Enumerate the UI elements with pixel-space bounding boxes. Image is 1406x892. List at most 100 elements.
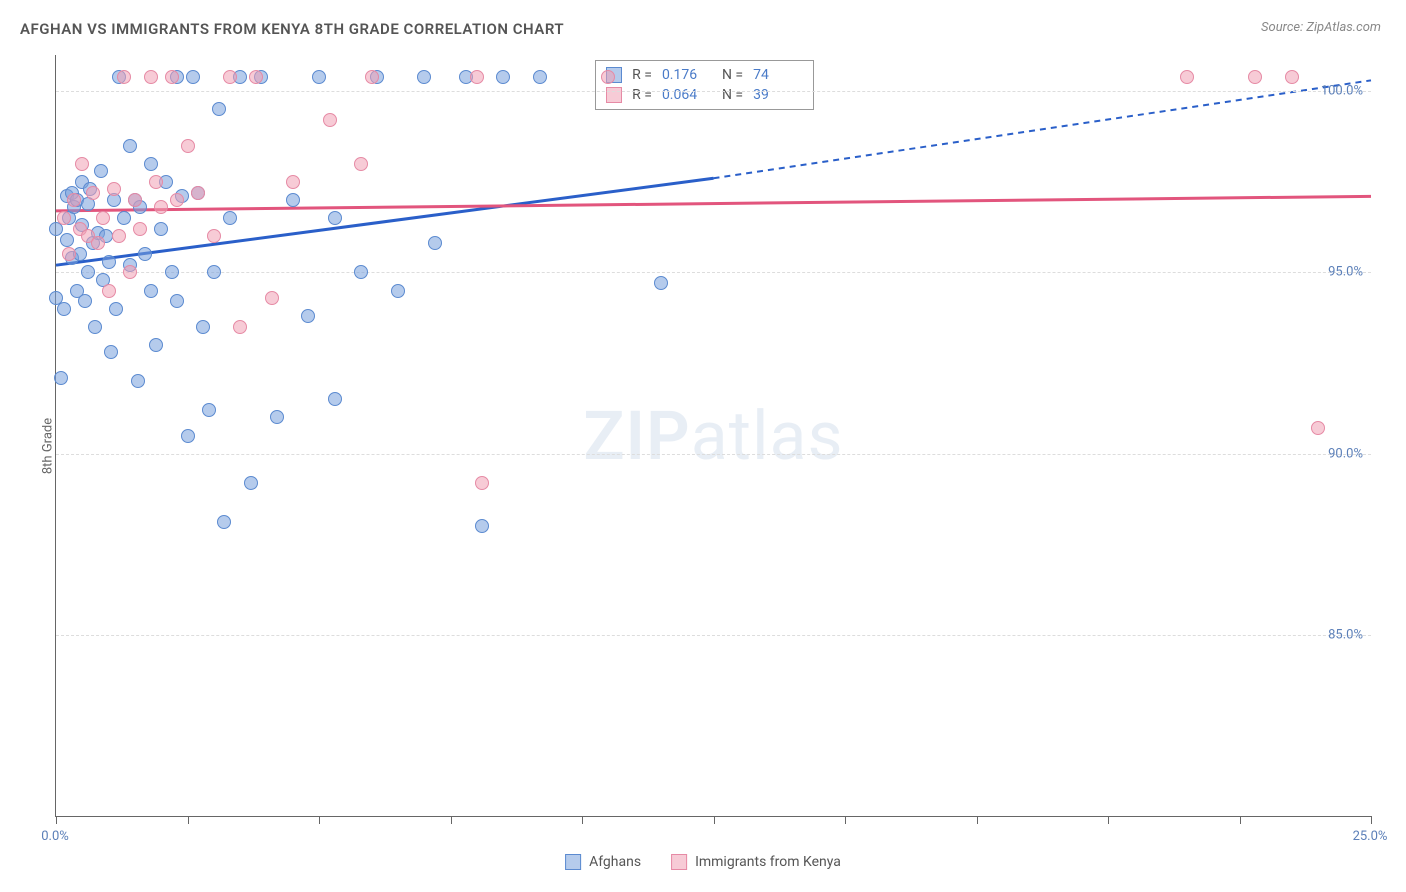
data-point-kenya xyxy=(57,211,71,225)
grid-line xyxy=(56,272,1371,273)
r-value-afghans: 0.176 xyxy=(662,67,712,83)
y-tick-label: 85.0% xyxy=(1328,627,1363,642)
data-point-afghans xyxy=(170,294,184,308)
chart-title: AFGHAN VS IMMIGRANTS FROM KENYA 8TH GRAD… xyxy=(20,20,564,38)
y-tick-label: 90.0% xyxy=(1328,446,1363,461)
data-point-kenya xyxy=(191,186,205,200)
data-point-afghans xyxy=(270,410,284,424)
stats-row-afghans: R = 0.176 N = 74 xyxy=(606,65,803,85)
data-point-afghans xyxy=(428,236,442,250)
data-point-afghans xyxy=(244,476,258,490)
data-point-afghans xyxy=(212,102,226,116)
r-label: R = xyxy=(632,87,652,103)
data-point-kenya xyxy=(286,175,300,189)
data-point-kenya xyxy=(475,476,489,490)
data-point-afghans xyxy=(654,276,668,290)
legend-label-afghans: Afghans xyxy=(589,854,641,870)
x-tick xyxy=(319,816,320,824)
legend-item-afghans: Afghans xyxy=(565,854,641,870)
data-point-kenya xyxy=(75,157,89,171)
bottom-legend: Afghans Immigrants from Kenya xyxy=(565,854,841,870)
x-tick xyxy=(977,816,978,824)
y-tick-label: 100.0% xyxy=(1321,84,1363,99)
data-point-afghans xyxy=(328,392,342,406)
data-point-kenya xyxy=(96,211,110,225)
data-point-afghans xyxy=(475,519,489,533)
data-point-afghans xyxy=(60,233,74,247)
data-point-kenya xyxy=(128,193,142,207)
data-point-kenya xyxy=(265,291,279,305)
data-point-kenya xyxy=(223,70,237,84)
data-point-kenya xyxy=(149,175,163,189)
swatch-kenya xyxy=(606,87,622,103)
n-value-afghans: 74 xyxy=(753,67,803,83)
data-point-kenya xyxy=(107,182,121,196)
r-value-kenya: 0.064 xyxy=(662,87,712,103)
plot-area: ZIPatlas R = 0.176 N = 74 R = 0.064 N = … xyxy=(55,55,1371,817)
data-point-afghans xyxy=(138,247,152,261)
data-point-afghans xyxy=(81,265,95,279)
data-point-kenya xyxy=(323,113,337,127)
data-point-afghans xyxy=(202,403,216,417)
data-point-afghans xyxy=(117,211,131,225)
data-point-kenya xyxy=(112,229,126,243)
data-point-kenya xyxy=(365,70,379,84)
data-point-afghans xyxy=(328,211,342,225)
data-point-kenya xyxy=(1311,421,1325,435)
data-point-kenya xyxy=(117,70,131,84)
legend-swatch-afghans xyxy=(565,854,581,870)
data-point-afghans xyxy=(94,164,108,178)
x-tick xyxy=(714,816,715,824)
data-point-kenya xyxy=(133,222,147,236)
n-label: N = xyxy=(722,67,743,83)
r-label: R = xyxy=(632,67,652,83)
legend-item-kenya: Immigrants from Kenya xyxy=(671,854,841,870)
data-point-afghans xyxy=(301,309,315,323)
grid-line xyxy=(56,635,1371,636)
data-point-afghans xyxy=(57,302,71,316)
data-point-kenya xyxy=(86,186,100,200)
data-point-kenya xyxy=(102,284,116,298)
y-axis-label: 8th Grade xyxy=(41,418,56,474)
x-tick xyxy=(56,816,57,824)
stats-box: R = 0.176 N = 74 R = 0.064 N = 39 xyxy=(595,60,814,110)
x-tick xyxy=(1240,816,1241,824)
data-point-kenya xyxy=(67,193,81,207)
data-point-kenya xyxy=(123,265,137,279)
x-tick xyxy=(845,816,846,824)
legend-swatch-kenya xyxy=(671,854,687,870)
x-tick xyxy=(1108,816,1109,824)
n-label: N = xyxy=(722,87,743,103)
source-label: Source: ZipAtlas.com xyxy=(1261,20,1381,35)
x-tick xyxy=(1371,816,1372,824)
data-point-afghans xyxy=(186,70,200,84)
data-point-afghans xyxy=(391,284,405,298)
data-point-kenya xyxy=(165,70,179,84)
x-tick-label: 0.0% xyxy=(41,829,69,844)
stats-row-kenya: R = 0.064 N = 39 xyxy=(606,85,803,105)
trend-lines-svg xyxy=(56,55,1371,816)
x-tick xyxy=(188,816,189,824)
data-point-afghans xyxy=(496,70,510,84)
data-point-afghans xyxy=(154,222,168,236)
chart-container: AFGHAN VS IMMIGRANTS FROM KENYA 8TH GRAD… xyxy=(0,0,1406,892)
data-point-afghans xyxy=(54,371,68,385)
data-point-afghans xyxy=(417,70,431,84)
data-point-kenya xyxy=(470,70,484,84)
data-point-afghans xyxy=(131,374,145,388)
data-point-kenya xyxy=(181,139,195,153)
data-point-afghans xyxy=(123,139,137,153)
data-point-kenya xyxy=(154,200,168,214)
data-point-afghans xyxy=(104,345,118,359)
data-point-afghans xyxy=(144,284,158,298)
grid-line xyxy=(56,454,1371,455)
data-point-afghans xyxy=(102,255,116,269)
data-point-afghans xyxy=(149,338,163,352)
data-point-kenya xyxy=(62,247,76,261)
x-tick xyxy=(582,816,583,824)
trend-line-kenya xyxy=(56,196,1371,210)
data-point-kenya xyxy=(233,320,247,334)
data-point-afghans xyxy=(286,193,300,207)
data-point-kenya xyxy=(249,70,263,84)
trend-line-afghans xyxy=(56,178,714,265)
